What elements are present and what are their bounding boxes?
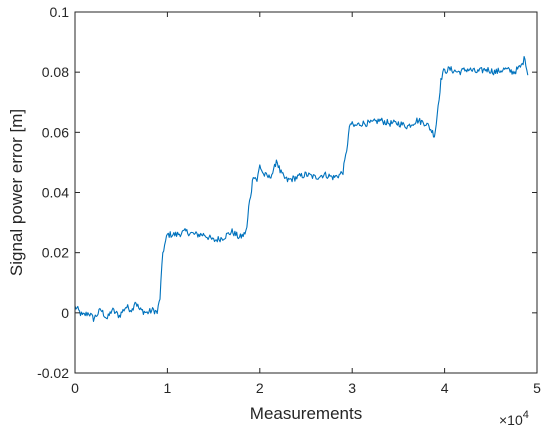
- x-tick-label: 4: [441, 380, 449, 396]
- plot-area: [75, 12, 537, 373]
- x-tick-label: 0: [71, 380, 79, 396]
- x-tick-label: 2: [256, 380, 264, 396]
- x-tick-label: 1: [164, 380, 172, 396]
- y-tick-label: 0.08: [42, 64, 69, 80]
- series-line: [74, 55, 529, 322]
- y-tick-label: -0.02: [37, 365, 69, 381]
- y-tick-label: 0.06: [42, 124, 69, 140]
- x-axis-label: Measurements: [250, 404, 362, 423]
- y-tick-label: 0.04: [42, 185, 69, 201]
- x-axis-exponent: ×104: [499, 409, 529, 428]
- x-exponent-power: 4: [523, 409, 529, 421]
- x-exponent-base: ×10: [499, 412, 523, 428]
- y-tick-label: 0: [61, 305, 69, 321]
- x-tick-label: 5: [533, 380, 541, 396]
- series-layer: [74, 55, 529, 322]
- x-tick-label: 3: [348, 380, 356, 396]
- y-axis-label: Signal power error [m]: [7, 109, 26, 276]
- y-tick-label: 0.02: [42, 245, 69, 261]
- y-tick-label: 0.1: [50, 4, 70, 20]
